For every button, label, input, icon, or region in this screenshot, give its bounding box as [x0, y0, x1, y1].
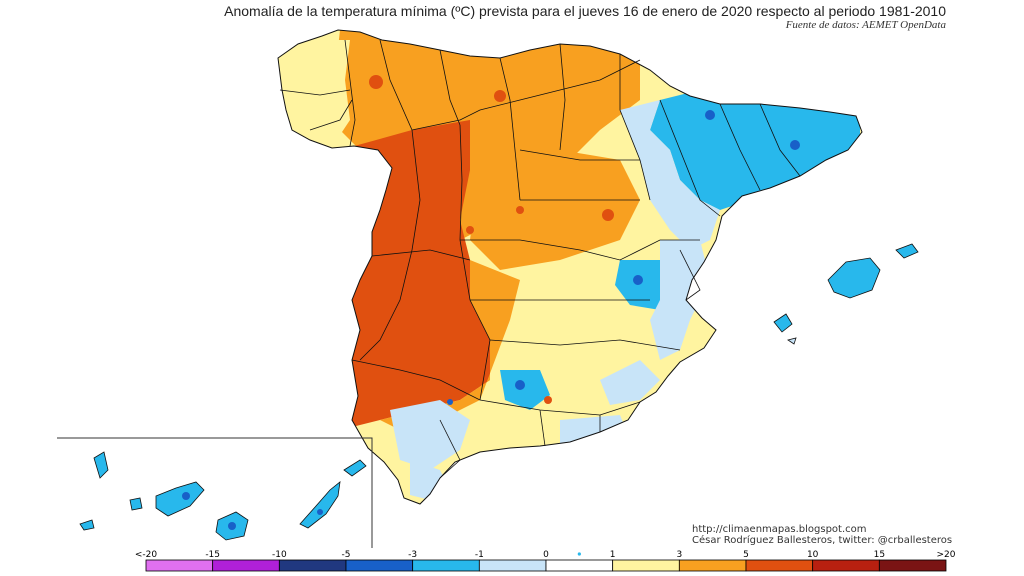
anomaly-zone-northeast	[650, 90, 860, 210]
coldspot	[790, 140, 800, 150]
anomaly-zone-murcia	[600, 360, 660, 405]
legend-swatch	[612, 559, 680, 572]
legend-swatch	[345, 559, 414, 572]
anomaly-zone-galicia	[278, 40, 350, 150]
island-fuerteventura	[299, 481, 341, 529]
island-mallorca	[827, 257, 881, 299]
anomaly-zone-northeast-fringe	[620, 100, 720, 250]
legend-swatch	[145, 559, 214, 572]
island-la-gomera	[129, 497, 143, 511]
credit-author: César Rodríguez Ballesteros, twitter: @c…	[692, 535, 953, 546]
province-borders	[279, 39, 801, 479]
legend-tick-label: -3	[408, 550, 417, 560]
legend-tick-label: 10	[807, 550, 819, 560]
canary-inset	[57, 437, 373, 548]
hotspot	[602, 209, 614, 221]
anomaly-zone-jaen	[500, 370, 550, 410]
coldspot	[447, 399, 453, 405]
legend-center-marker	[577, 552, 581, 556]
coldspot	[182, 492, 190, 500]
island-formentera	[787, 337, 797, 345]
balearic-islands	[773, 243, 919, 345]
anomaly-zone-andalusia-west	[390, 400, 470, 470]
legend-ticks: <-20 -15 -10 -5 -3 -1 0 1 3 5 10 15 >20	[135, 550, 956, 560]
legend-swatch	[812, 559, 880, 572]
legend-boxes	[145, 559, 947, 572]
legend-swatch	[278, 559, 347, 572]
legend-tick-label: -10	[272, 550, 287, 560]
legend-swatch	[678, 559, 747, 572]
island-lanzarote	[343, 459, 367, 477]
coldspot	[515, 380, 525, 390]
data-source: Fuente de datos: AEMET OpenData	[785, 19, 946, 31]
legend-tick-label: -5	[342, 550, 351, 560]
hotspot	[369, 75, 383, 89]
coldspot	[228, 522, 236, 530]
legend-tick-label: 0	[543, 550, 549, 560]
color-legend: <-20 -15 -10 -5 -3 -1 0 1 3 5 10 15 >20	[135, 550, 956, 572]
hotspot	[466, 226, 474, 234]
island-menorca	[895, 243, 919, 259]
legend-tick-label: -1	[475, 550, 484, 560]
legend-tick-label: -15	[205, 550, 220, 560]
legend-swatch	[478, 559, 547, 572]
legend-swatch	[878, 559, 947, 572]
hotspot	[516, 206, 524, 214]
hotspot	[544, 396, 552, 404]
anomaly-zone-east-light	[650, 240, 710, 360]
anomaly-zone-west-fringe	[380, 260, 520, 430]
anomaly-map	[57, 29, 919, 548]
island-la-palma	[93, 451, 109, 479]
legend-tick-label: 1	[610, 550, 616, 560]
map-title: Anomalía de la temperatura mínima (ºC) p…	[224, 3, 946, 19]
island-ibiza	[773, 313, 793, 333]
island-el-hierro	[79, 519, 95, 531]
credit-url: http://climaenmapas.blogspot.com	[692, 524, 867, 535]
legend-swatch	[212, 559, 280, 572]
peninsula	[277, 29, 863, 505]
legend-tick-label: 5	[743, 550, 749, 560]
legend-swatch	[745, 559, 814, 572]
anomaly-zone-granada	[560, 415, 630, 448]
island-tenerife	[155, 481, 205, 517]
coldspot	[633, 275, 643, 285]
legend-swatch	[545, 559, 614, 572]
coldspot	[317, 509, 323, 515]
legend-tick-label: 3	[676, 550, 682, 560]
hotspot	[494, 90, 506, 102]
legend-tick-label: 15	[874, 550, 885, 560]
coldspot	[705, 110, 715, 120]
legend-tick-label: <-20	[135, 550, 158, 560]
legend-swatch	[412, 559, 480, 572]
legend-tick-label: >20	[937, 550, 956, 560]
